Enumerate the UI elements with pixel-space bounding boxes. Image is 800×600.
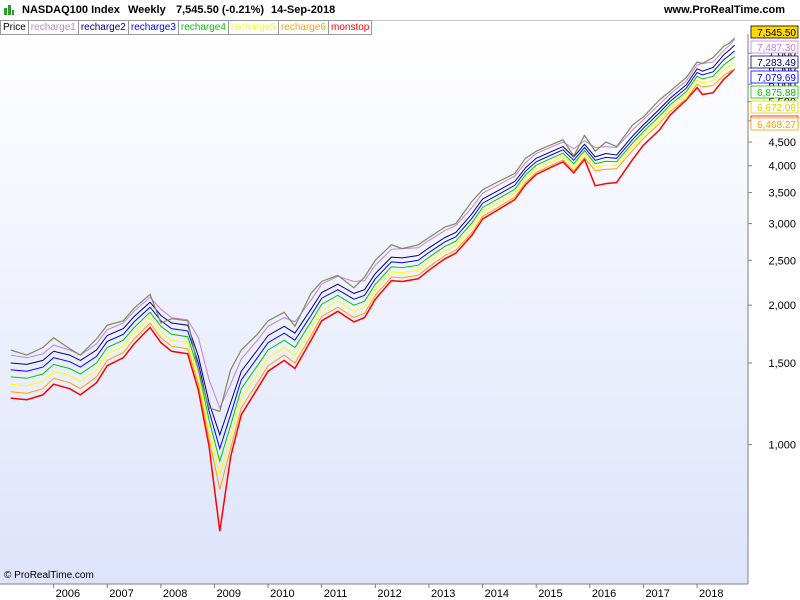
chart-logo-icon — [4, 5, 14, 15]
title-bar: NASDAQ100 Index Weekly 7,545.50 (-0.21%)… — [0, 0, 800, 21]
x-tick-label: 2007 — [109, 588, 133, 600]
last-value-tag-bg — [750, 117, 799, 131]
x-axis-panel — [0, 584, 800, 600]
legend-item-recharge6[interactable]: recharge6 — [277, 20, 329, 35]
last-value-tag-bg — [750, 85, 799, 99]
legend-item-recharge4[interactable]: recharge4 — [177, 20, 229, 35]
x-tick-label: 2009 — [216, 588, 240, 600]
last-value-text: 6,875.88 — [757, 88, 796, 99]
watermark: © ProRealTime.com — [4, 570, 94, 581]
x-tick-label: 2008 — [163, 588, 187, 600]
series-recharge3 — [10, 50, 735, 451]
y-tick-label: 4,500 — [768, 137, 796, 149]
x-tick-label: 2013 — [431, 588, 455, 600]
plot-background — [0, 34, 748, 584]
last-value-tag-bg — [750, 100, 799, 114]
x-tick-label: 2010 — [270, 588, 294, 600]
y-tick-label: 3,500 — [768, 188, 796, 200]
last-value-text: 6,468.27 — [757, 120, 796, 131]
x-tick-label: 2018 — [699, 588, 723, 600]
last-value-text: 7,487.30 — [757, 43, 796, 54]
last-value-tag-bg — [750, 25, 799, 39]
date-label: 14-Sep-2018 — [271, 4, 336, 16]
x-tick-label: 2012 — [377, 588, 401, 600]
legend-item-price[interactable]: Price — [0, 20, 29, 35]
last-value-tag-bg — [750, 70, 799, 84]
last-value-tag: 7,487.30 — [750, 40, 799, 54]
legend-item-recharge5[interactable]: recharge5 — [227, 20, 279, 35]
last-value-labels: 7,545.50 7,487.30 7,283.49 7,079.69 6,875.88… — [750, 25, 799, 131]
last-value-text: 7,545.50 — [757, 28, 796, 39]
last-value-text: 6,672.08 — [757, 103, 796, 114]
legend-item-monstop[interactable]: monstop — [327, 20, 373, 35]
last-value-tag: 6,468.27 — [750, 117, 799, 131]
series-price — [10, 37, 736, 413]
y-tick-label: 1,500 — [768, 358, 796, 370]
legend-item-recharge3[interactable]: recharge3 — [127, 20, 179, 35]
series-recharge4 — [10, 56, 735, 464]
last-value-tag-bg — [750, 55, 799, 69]
last-value-tag: 7,283.49 — [750, 55, 799, 69]
site-label[interactable]: www.ProRealTime.com — [664, 4, 786, 16]
period-label: Weekly — [128, 4, 166, 16]
y-tick-label: 2,000 — [768, 300, 796, 312]
x-tick-label: 2017 — [645, 588, 669, 600]
instrument-name: NASDAQ100 Index — [22, 4, 120, 16]
x-tick-label: 2006 — [56, 588, 80, 600]
last-value-tag-bg — [750, 40, 799, 54]
last-value-tag: 6,672.08 — [750, 100, 799, 114]
last-value-tag: 7,545.50 — [750, 25, 799, 39]
series-layer — [10, 37, 736, 532]
series-recharge2 — [10, 44, 735, 437]
y-tick-label: 1,000 — [768, 440, 796, 452]
series-monstop — [10, 68, 736, 532]
last-value-tag: 6,875.88 — [750, 85, 799, 99]
last-value-tag: 7,079.69 — [750, 70, 799, 84]
x-tick-group: 2006 2007 2008 2009 2010 2011 2012 2013 2014 2015… — [53, 584, 724, 600]
last-price-label: 7,545.50 (-0.21%) — [176, 4, 265, 16]
series-recharge1 — [10, 39, 735, 410]
series-recharge6 — [10, 68, 735, 490]
x-tick-label: 2015 — [538, 588, 562, 600]
legend-item-recharge1[interactable]: recharge1 — [27, 20, 79, 35]
y-tick-label: 2,500 — [768, 255, 796, 267]
last-value-text: 7,079.69 — [757, 73, 796, 84]
x-tick-label: 2016 — [592, 588, 616, 600]
y-tick-label: 4,000 — [768, 161, 796, 173]
legend-bar: Price recharge1 recharge2 recharge3 recharge… — [0, 20, 373, 35]
y-tick-label: 3,000 — [768, 219, 796, 231]
x-tick-label: 2014 — [485, 588, 509, 600]
x-tick-label: 2011 — [324, 588, 348, 600]
legend-item-recharge2[interactable]: recharge2 — [77, 20, 129, 35]
last-value-text: 7,283.49 — [757, 58, 796, 69]
series-recharge5 — [10, 62, 735, 476]
